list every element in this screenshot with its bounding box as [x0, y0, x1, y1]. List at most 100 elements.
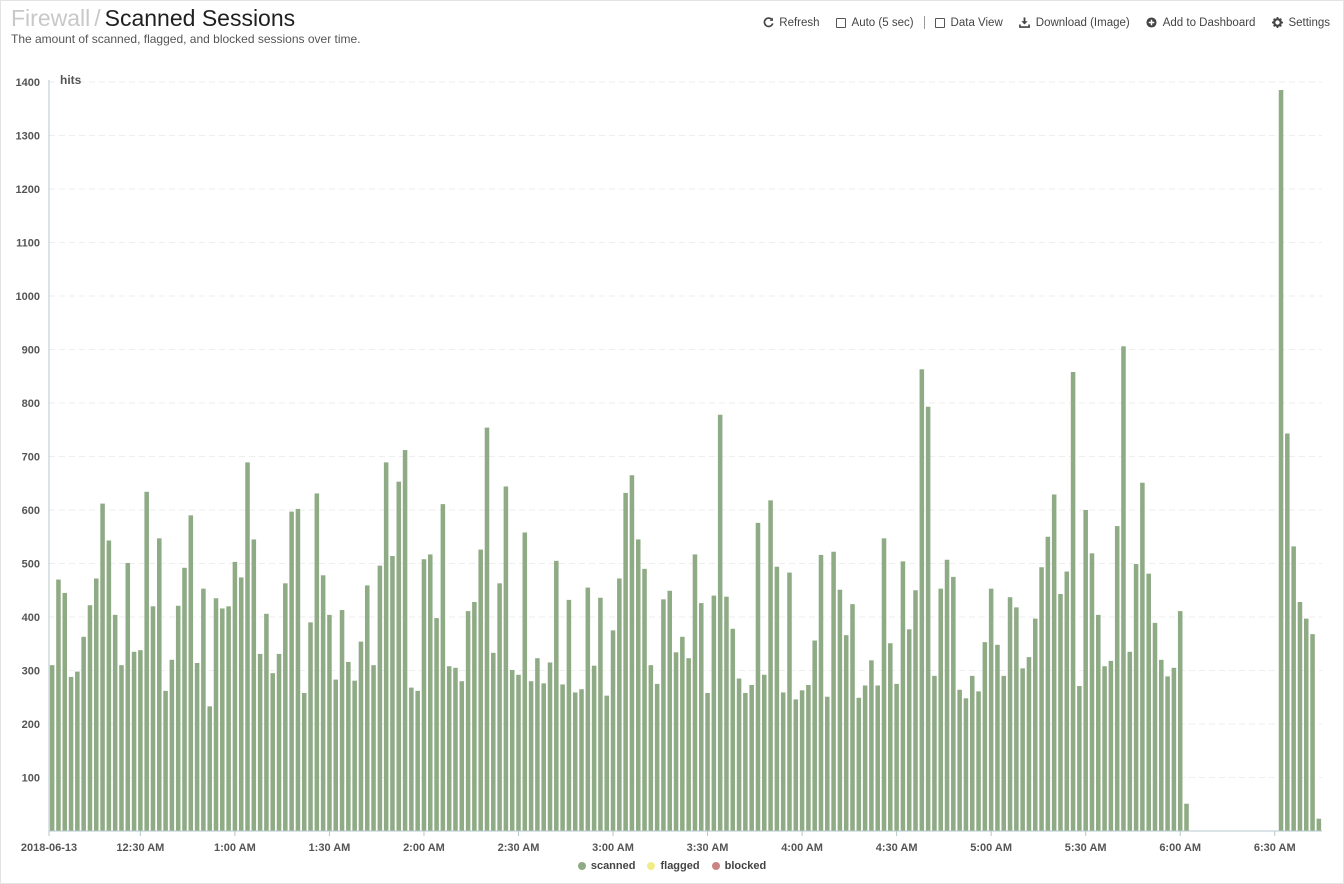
- bar-scanned: [484, 427, 490, 831]
- bar-scanned: [175, 605, 181, 831]
- bar-scanned: [1089, 553, 1095, 831]
- bar-scanned: [245, 462, 250, 831]
- bar-scanned: [112, 614, 118, 831]
- bar-scanned: [957, 689, 962, 831]
- bar-scanned: [150, 606, 156, 831]
- bar-scanned: [629, 475, 635, 831]
- bar-scanned: [528, 681, 534, 831]
- bar-scanned: [736, 678, 742, 831]
- bar-scanned: [396, 481, 402, 831]
- bar-scanned: [724, 596, 729, 831]
- auto-refresh-toggle[interactable]: Auto (5 sec): [835, 16, 914, 29]
- bar-scanned: [610, 630, 616, 831]
- bar-scanned: [497, 583, 502, 831]
- bar-scanned: [446, 666, 452, 831]
- bar-scanned: [799, 690, 805, 831]
- y-tick-label: 200: [22, 719, 40, 731]
- bar-scanned: [194, 663, 200, 831]
- bar-scanned: [585, 587, 591, 831]
- bar-scanned: [554, 560, 559, 831]
- bar-scanned: [49, 665, 55, 831]
- bar-scanned: [743, 692, 748, 831]
- download-image-button[interactable]: Download (Image): [1019, 17, 1130, 29]
- bar-scanned: [503, 486, 509, 831]
- bar-scanned: [308, 622, 313, 831]
- bar-scanned: [62, 592, 68, 831]
- toolbar-divider: [923, 16, 925, 29]
- data-view-toggle[interactable]: Data View: [934, 17, 1003, 29]
- bar-scanned: [1152, 622, 1158, 831]
- bar-scanned: [440, 504, 446, 831]
- legend-label-flagged: flagged: [660, 860, 700, 872]
- bar-scanned: [591, 665, 597, 831]
- bar-scanned: [364, 585, 370, 831]
- legend-swatch-flagged: [647, 862, 656, 870]
- bar-scanned: [1102, 666, 1107, 831]
- y-tick-label: 1300: [16, 131, 40, 143]
- bar-scanned: [100, 503, 105, 831]
- bar-scanned: [163, 690, 168, 831]
- bar-scanned: [1177, 611, 1183, 831]
- bar-scanned: [516, 674, 521, 831]
- bar-scanned: [157, 538, 162, 831]
- legend-item-blocked[interactable]: blocked: [711, 860, 766, 872]
- x-tick-label: 5:30 AM: [1065, 842, 1107, 854]
- bar-scanned: [793, 699, 799, 831]
- bar-scanned: [1133, 564, 1139, 831]
- x-tick-label: 6:30 AM: [1254, 842, 1296, 854]
- bar-scanned: [289, 511, 294, 831]
- bar-scanned: [358, 641, 364, 831]
- bar-scanned: [1159, 659, 1164, 831]
- y-axis-label: hits: [60, 73, 82, 87]
- bar-scanned: [635, 539, 641, 831]
- breadcrumb-firewall[interactable]: Firewall: [11, 5, 91, 31]
- bar-scanned: [428, 554, 433, 831]
- bar-scanned: [654, 683, 660, 831]
- toolbar: Refresh Auto (5 sec) Data View Download …: [762, 16, 1330, 29]
- bar-scanned: [881, 538, 887, 831]
- x-tick-label: 2018-06-13: [21, 842, 77, 854]
- x-tick-label: 1:00 AM: [214, 842, 256, 854]
- auto-refresh-label: Auto (5 sec): [851, 16, 914, 29]
- bar-scanned: [478, 549, 483, 831]
- bar-scanned: [213, 598, 219, 831]
- bar-scanned: [276, 653, 282, 831]
- bar-scanned: [919, 369, 925, 831]
- bar-scanned: [459, 681, 465, 831]
- settings-button[interactable]: Settings: [1271, 17, 1330, 29]
- bar-scanned: [106, 540, 112, 831]
- bar-scanned: [371, 665, 376, 831]
- bar-scanned: [862, 685, 868, 831]
- bar-scanned: [623, 492, 628, 831]
- bar-scanned: [749, 684, 754, 831]
- bar-scanned: [226, 606, 231, 831]
- y-tick-label: 800: [22, 398, 40, 410]
- bar-scanned: [1026, 657, 1032, 831]
- bar-scanned: [1121, 346, 1126, 831]
- bar-scanned: [806, 684, 811, 831]
- plus-circle-icon: [1146, 17, 1158, 29]
- add-to-dashboard-button[interactable]: Add to Dashboard: [1146, 17, 1255, 29]
- bar-scanned: [182, 567, 187, 831]
- download-icon: [1019, 17, 1031, 29]
- bar-scanned: [131, 651, 137, 831]
- refresh-button[interactable]: Refresh: [762, 17, 820, 29]
- bar-scanned: [1146, 573, 1151, 831]
- bar-scanned: [1032, 618, 1038, 831]
- page-subtitle: The amount of scanned, flagged, and bloc…: [11, 32, 361, 46]
- bar-scanned: [913, 590, 918, 831]
- legend-item-flagged[interactable]: flagged: [647, 860, 700, 872]
- bar-scanned: [673, 652, 679, 831]
- data-view-checkbox[interactable]: [934, 17, 945, 28]
- bar-scanned: [232, 561, 238, 831]
- breadcrumb-separator: /: [94, 5, 101, 31]
- bar-scanned: [995, 644, 1000, 831]
- legend-item-scanned[interactable]: scanned: [577, 860, 635, 872]
- bar-scanned: [201, 588, 206, 831]
- bar-scanned: [1297, 602, 1303, 831]
- bar-scanned: [320, 575, 326, 831]
- auto-refresh-checkbox[interactable]: [835, 17, 846, 28]
- bar-scanned: [1077, 686, 1082, 831]
- bar-scanned: [68, 676, 74, 831]
